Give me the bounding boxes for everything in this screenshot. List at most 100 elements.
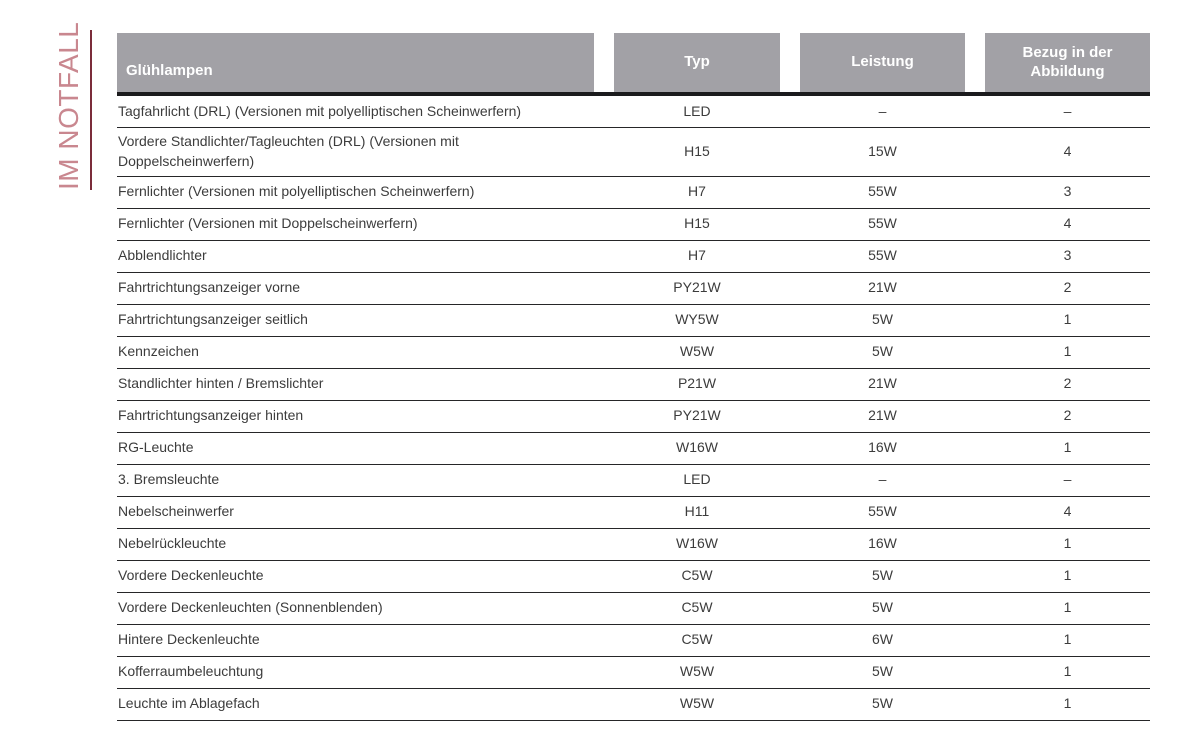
table-row: Vordere Standlichter/Tagleuchten (DRL) (… — [117, 128, 1150, 177]
table-row: Vordere Deckenleuchten (Sonnenblenden) C… — [117, 593, 1150, 625]
table-body: Tagfahrlicht (DRL) (Versionen mit polyel… — [117, 96, 1150, 721]
cell-typ: C5W — [681, 599, 713, 616]
cell-typ: H15 — [684, 142, 710, 159]
header-cell-typ: Typ — [614, 33, 780, 92]
cell-typ: P21W — [677, 375, 717, 392]
table-row: Abblendlichter H7 55W 3 — [117, 241, 1150, 273]
table-row: Hintere Deckenleuchte C5W 6W 1 — [117, 625, 1150, 657]
header-cell-bezug: Bezug in der Abbildung — [985, 33, 1150, 92]
header-cell-bezug-label: Bezug in der Abbildung — [1022, 43, 1113, 80]
cell-leistung: 5W — [872, 567, 893, 584]
table-row: Fernlichter (Versionen mit polyelliptisc… — [117, 177, 1150, 209]
table-row: Leuchte im Ablagefach W5W 5W 1 — [117, 689, 1150, 721]
cell-bezug: 4 — [1063, 215, 1072, 232]
cell-bezug: 1 — [1063, 567, 1072, 584]
cell-typ: LED — [683, 471, 711, 488]
cell-bulb-name: Fahrtrichtungsanzeiger seitlich — [118, 311, 308, 328]
cell-bezug: 1 — [1063, 343, 1072, 360]
header-cell-leistung: Leistung — [800, 33, 965, 92]
cell-bulb-name: Fernlichter (Versionen mit polyelliptisc… — [118, 183, 475, 200]
cell-bezug: 1 — [1063, 599, 1072, 616]
bulb-table: Glühlampen Typ Leistung Bezug in der Abb… — [117, 33, 1150, 721]
cell-bulb-name: Tagfahrlicht (DRL) (Versionen mit polyel… — [118, 102, 522, 119]
cell-leistung: 5W — [872, 311, 893, 328]
cell-bulb-name: Hintere Deckenleuchte — [118, 631, 260, 648]
cell-bulb-name: Nebelscheinwerfer — [118, 503, 234, 520]
header-cell-gluehlampen: Glühlampen — [117, 33, 594, 92]
cell-typ: H7 — [688, 183, 706, 200]
cell-bulb-name: Leuchte im Ablagefach — [118, 695, 260, 712]
cell-bezug: 4 — [1063, 142, 1072, 159]
cell-bulb-name: Fernlichter (Versionen mit Doppelscheinw… — [118, 215, 418, 232]
table-row: Fernlichter (Versionen mit Doppelscheinw… — [117, 209, 1150, 241]
cell-leistung: 16W — [868, 439, 897, 456]
cell-typ: WY5W — [675, 311, 719, 328]
table-row: Fahrtrichtungsanzeiger hinten PY21W 21W … — [117, 401, 1150, 433]
cell-leistung: 21W — [868, 375, 897, 392]
cell-bezug: 1 — [1063, 631, 1072, 648]
cell-typ: PY21W — [673, 279, 721, 296]
cell-bezug: 1 — [1063, 439, 1072, 456]
cell-typ: H11 — [684, 503, 710, 520]
cell-bezug: 1 — [1063, 695, 1072, 712]
cell-bezug: 1 — [1063, 535, 1072, 552]
cell-typ: PY21W — [673, 407, 721, 424]
cell-leistung: 55W — [868, 503, 897, 520]
table-header-row: Glühlampen Typ Leistung Bezug in der Abb… — [117, 33, 1150, 96]
cell-bezug: 1 — [1063, 663, 1072, 680]
cell-leistung: 5W — [872, 343, 893, 360]
cell-leistung: 21W — [868, 407, 897, 424]
table-row: Kennzeichen W5W 5W 1 — [117, 337, 1150, 369]
cell-leistung: 15W — [868, 142, 897, 159]
cell-leistung: 55W — [868, 215, 897, 232]
cell-typ: C5W — [681, 567, 713, 584]
cell-bulb-name: Vordere Standlichter/Tagleuchten (DRL) (… — [118, 133, 459, 169]
cell-leistung: 5W — [872, 695, 893, 712]
table-row: 3. Bremsleuchte LED – – — [117, 465, 1150, 497]
cell-bulb-name: Vordere Deckenleuchten (Sonnenblenden) — [118, 599, 383, 616]
table-row: Kofferraumbeleuchtung W5W 5W 1 — [117, 657, 1150, 689]
cell-leistung: 6W — [872, 631, 893, 648]
cell-typ: W5W — [679, 343, 715, 360]
cell-bezug: – — [1063, 471, 1072, 488]
table-row: Tagfahrlicht (DRL) (Versionen mit polyel… — [117, 96, 1150, 128]
cell-typ: W16W — [676, 535, 718, 552]
cell-bulb-name: Kofferraumbeleuchtung — [118, 663, 264, 680]
cell-bulb-name: Fahrtrichtungsanzeiger hinten — [118, 407, 304, 424]
cell-leistung: 55W — [868, 183, 897, 200]
table-row: Vordere Deckenleuchte C5W 5W 1 — [117, 561, 1150, 593]
cell-typ: W16W — [676, 439, 718, 456]
cell-bezug: 3 — [1063, 183, 1072, 200]
table-row: Nebelscheinwerfer H11 55W 4 — [117, 497, 1150, 529]
cell-bezug: 3 — [1063, 247, 1072, 264]
chapter-tab-label: IM NOTFALL — [53, 21, 84, 190]
cell-bulb-name: Fahrtrichtungsanzeiger vorne — [118, 279, 301, 296]
table-row: Fahrtrichtungsanzeiger vorne PY21W 21W 2 — [117, 273, 1150, 305]
cell-bezug: 2 — [1063, 375, 1072, 392]
cell-leistung: 16W — [868, 535, 897, 552]
table-row: Nebelrückleuchte W16W 16W 1 — [117, 529, 1150, 561]
cell-bulb-name: RG-Leuchte — [118, 439, 194, 456]
cell-bulb-name: Abblendlichter — [118, 247, 207, 264]
cell-leistung: – — [878, 102, 887, 119]
cell-typ: H7 — [688, 247, 706, 264]
cell-leistung: 55W — [868, 247, 897, 264]
table-row: RG-Leuchte W16W 16W 1 — [117, 433, 1150, 465]
cell-bezug: 2 — [1063, 407, 1072, 424]
cell-bulb-name: Nebelrückleuchte — [118, 535, 227, 552]
chapter-tab: IM NOTFALL — [50, 22, 92, 190]
cell-typ: W5W — [679, 695, 715, 712]
cell-bulb-name: Vordere Deckenleuchte — [118, 567, 264, 584]
cell-leistung: 21W — [868, 279, 897, 296]
cell-bezug: 4 — [1063, 503, 1072, 520]
table-row: Standlichter hinten / Bremslichter P21W … — [117, 369, 1150, 401]
cell-bezug: – — [1063, 102, 1072, 119]
cell-bezug: 1 — [1063, 311, 1072, 328]
cell-bezug: 2 — [1063, 279, 1072, 296]
cell-typ: LED — [683, 102, 711, 119]
cell-typ: W5W — [679, 663, 715, 680]
table-row: Fahrtrichtungsanzeiger seitlich WY5W 5W … — [117, 305, 1150, 337]
cell-typ: H15 — [684, 215, 710, 232]
cell-bulb-name: Standlichter hinten / Bremslichter — [118, 375, 324, 392]
